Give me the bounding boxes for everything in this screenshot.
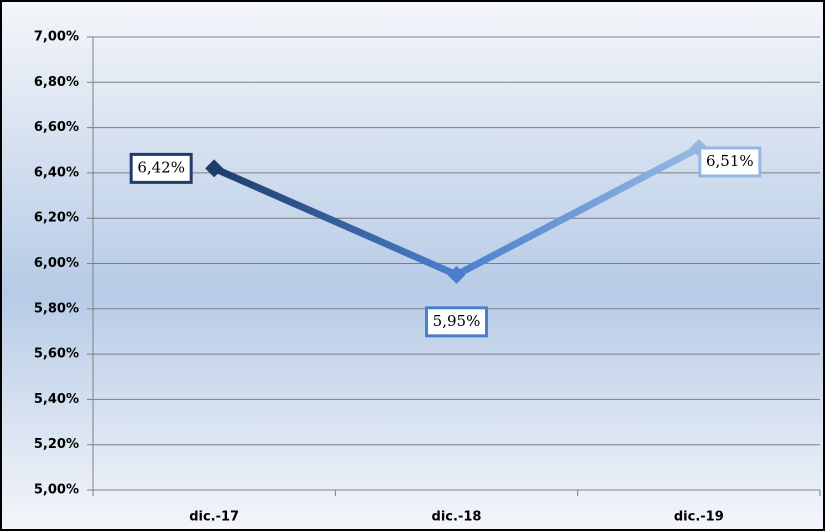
value-label: 6,42% [137, 158, 185, 176]
y-tick-label: 6,00% [34, 256, 79, 271]
y-tick-label: 5,00% [34, 483, 79, 498]
y-tick-label: 5,40% [34, 392, 79, 407]
x-tick-label: dic.-19 [674, 510, 724, 525]
y-tick-label: 6,40% [34, 165, 79, 180]
value-label-box [425, 306, 488, 338]
x-tick-label: dic.-17 [189, 510, 239, 525]
value-label: 5,95% [433, 312, 481, 330]
y-tick-label: 5,80% [34, 301, 79, 316]
y-tick-label: 6,20% [34, 211, 79, 226]
value-label: 6,51% [706, 152, 754, 170]
y-tick-label: 6,80% [34, 75, 79, 90]
y-tick-label: 5,60% [34, 347, 79, 362]
value-label-box [129, 152, 193, 184]
y-tick-label: 5,20% [34, 437, 79, 452]
y-tick-label: 6,60% [34, 120, 79, 135]
value-label-box [698, 146, 762, 178]
x-tick-label: dic.-18 [432, 510, 482, 525]
marker [205, 159, 224, 178]
marker [447, 265, 466, 284]
y-tick-label: 7,00% [34, 30, 79, 45]
